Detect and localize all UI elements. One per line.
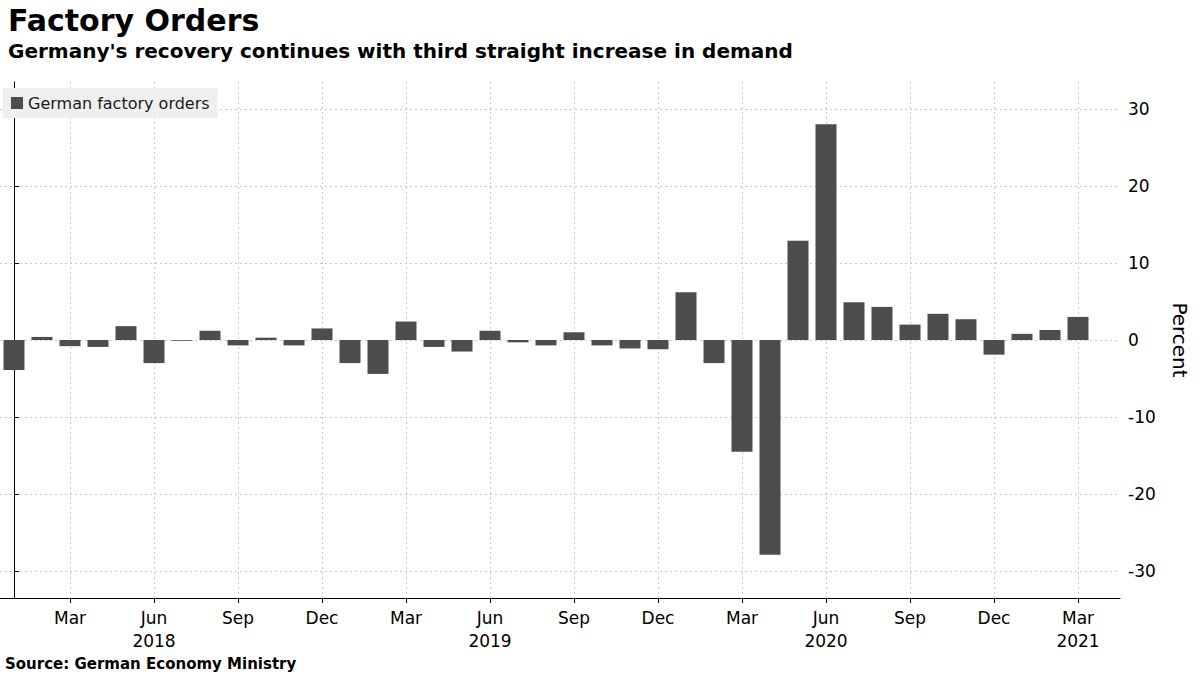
svg-text:-30: -30: [1128, 561, 1156, 581]
svg-text:0: 0: [1128, 330, 1139, 350]
svg-text:Sep: Sep: [222, 608, 254, 628]
svg-text:Mar: Mar: [390, 608, 422, 628]
svg-text:Percent: Percent: [1168, 302, 1192, 377]
svg-text:20: 20: [1128, 176, 1150, 196]
svg-text:2018: 2018: [132, 631, 175, 651]
svg-text:Source: German Economy Ministr: Source: German Economy Ministry: [5, 655, 296, 673]
svg-text:30: 30: [1128, 99, 1150, 119]
svg-text:Germany's recovery continues w: Germany's recovery continues with third …: [8, 39, 793, 63]
svg-text:Sep: Sep: [558, 608, 590, 628]
svg-text:German factory orders: German factory orders: [28, 94, 210, 113]
svg-text:Mar: Mar: [726, 608, 758, 628]
svg-text:2021: 2021: [1056, 631, 1099, 651]
svg-text:Jun: Jun: [812, 608, 840, 628]
svg-text:-10: -10: [1128, 407, 1156, 427]
svg-text:Mar: Mar: [54, 608, 86, 628]
svg-text:10: 10: [1128, 253, 1150, 273]
svg-text:Jun: Jun: [140, 608, 168, 628]
svg-text:Dec: Dec: [306, 608, 339, 628]
svg-text:Sep: Sep: [894, 608, 926, 628]
svg-text:Dec: Dec: [642, 608, 675, 628]
svg-text:Mar: Mar: [1062, 608, 1094, 628]
svg-text:2020: 2020: [804, 631, 847, 651]
svg-text:-20: -20: [1128, 484, 1156, 504]
svg-text:Jun: Jun: [476, 608, 504, 628]
svg-text:2019: 2019: [468, 631, 511, 651]
svg-text:Dec: Dec: [978, 608, 1011, 628]
svg-text:Factory Orders: Factory Orders: [8, 3, 259, 38]
